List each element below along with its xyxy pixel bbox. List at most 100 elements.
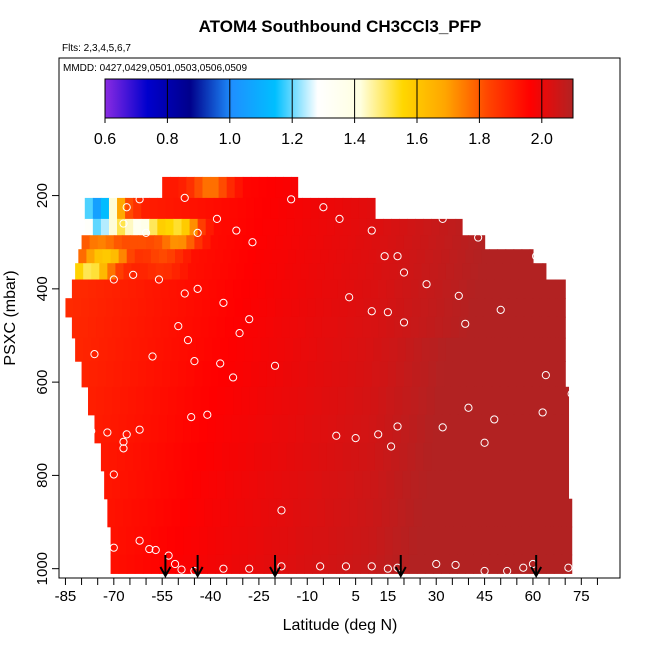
- profile-arrow: [159, 555, 172, 579]
- heatmap-cell: [413, 337, 423, 362]
- heatmap-cell: [239, 249, 249, 264]
- heatmap-cell: [266, 235, 276, 250]
- heatmap-cell: [144, 316, 154, 339]
- heatmap-cell: [442, 470, 452, 500]
- heatmap-cell: [104, 316, 113, 339]
- heatmap-cell: [150, 414, 160, 444]
- heatmap-cell: [489, 249, 499, 264]
- heatmap-cell: [471, 442, 481, 472]
- heatmap-cell: [71, 316, 81, 339]
- heatmap-cell: [460, 298, 470, 318]
- heatmap-cell: [252, 498, 262, 528]
- heatmap-cell: [344, 414, 353, 444]
- heatmap-cell: [521, 414, 531, 444]
- heatmap-cell: [402, 470, 412, 500]
- heatmap-cell: [226, 298, 236, 318]
- heatmap-cell: [407, 442, 416, 472]
- heatmap-cell: [167, 414, 176, 444]
- heatmap-cell: [511, 442, 521, 472]
- heatmap-cell: [481, 554, 491, 574]
- heatmap-cell: [171, 337, 181, 362]
- heatmap-cell: [258, 176, 268, 199]
- heatmap-cell: [378, 386, 387, 416]
- heatmap-cell: [453, 263, 463, 281]
- heatmap-cell: [405, 337, 415, 362]
- heatmap-cell: [350, 218, 360, 236]
- heatmap-cell: [266, 361, 276, 388]
- heatmap-cell: [465, 554, 474, 574]
- heatmap-cell: [305, 470, 315, 500]
- heatmap-cell: [476, 361, 486, 388]
- heatmap-cell: [429, 337, 439, 362]
- heatmap-cell: [99, 337, 108, 362]
- heatmap-cell: [284, 337, 294, 362]
- heatmap-cell: [363, 361, 373, 388]
- heatmap-cell: [450, 316, 460, 339]
- heatmap-cell: [283, 176, 292, 199]
- heatmap-cell: [450, 386, 460, 416]
- heatmap-cell: [315, 298, 324, 318]
- heatmap-cell: [333, 498, 342, 528]
- heatmap-cell: [297, 316, 307, 339]
- heatmap-cell: [228, 337, 237, 362]
- heatmap-cell: [318, 197, 328, 220]
- heatmap-cell: [71, 279, 81, 299]
- heatmap-cell: [373, 498, 383, 528]
- heatmap-cell: [155, 263, 165, 281]
- heatmap-cell: [120, 386, 129, 416]
- heatmap-cell: [510, 498, 520, 528]
- heatmap-cell: [531, 386, 540, 416]
- heatmap-cell: [142, 526, 152, 556]
- heatmap-cell: [142, 554, 152, 574]
- heatmap-cell: [412, 298, 421, 318]
- heatmap-cell: [482, 279, 492, 299]
- sample-point: [438, 214, 447, 223]
- heatmap-cell: [125, 197, 134, 220]
- heatmap-cell: [463, 442, 473, 472]
- heatmap-cell: [486, 263, 495, 281]
- heatmap-cell: [184, 386, 194, 416]
- sample-point: [490, 415, 499, 424]
- heatmap-cell: [191, 554, 200, 574]
- heatmap-cell: [376, 554, 386, 574]
- heatmap-cell: [197, 218, 207, 236]
- heatmap-cell: [139, 498, 149, 528]
- heatmap-cell: [449, 414, 458, 444]
- heatmap-cell: [473, 554, 482, 574]
- heatmap-cell: [362, 316, 371, 339]
- heatmap-cell: [125, 442, 134, 472]
- heatmap-cell: [136, 470, 146, 500]
- heatmap-cell: [558, 337, 566, 362]
- heatmap-cell: [529, 249, 534, 264]
- colorbar: 0.6 0.8 1.0 1.2 1.4 1.6 1.8 2.0: [94, 78, 574, 148]
- sample-point: [154, 275, 164, 284]
- heatmap-cell: [320, 526, 329, 556]
- heatmap-cell: [157, 197, 166, 220]
- sample-point: [245, 564, 254, 573]
- heatmap-cell: [523, 316, 532, 339]
- heatmap-cell: [146, 235, 155, 250]
- heatmap-cell: [549, 361, 558, 388]
- heatmap-cell: [283, 235, 292, 250]
- sample-points: [71, 193, 576, 576]
- heatmap-cell: [204, 498, 213, 528]
- heatmap-cell: [218, 298, 228, 318]
- heatmap-cell: [542, 498, 552, 528]
- heatmap-cell: [178, 361, 187, 388]
- heatmap-cell: [115, 263, 125, 281]
- heatmap-cell: [444, 235, 453, 250]
- heatmap-cell: [521, 249, 531, 264]
- heatmap-cell: [212, 498, 221, 528]
- heatmap-cell: [313, 386, 323, 416]
- heatmap-cell: [389, 498, 399, 528]
- heatmap-cell: [292, 337, 302, 362]
- heatmap-cell: [392, 526, 402, 556]
- heatmap-cell: [231, 554, 241, 574]
- heatmap-cell: [173, 442, 183, 472]
- heatmap-cell: [328, 249, 337, 264]
- heatmap-cell: [434, 279, 444, 299]
- heatmap-cell: [129, 235, 139, 250]
- profile-arrow: [269, 555, 281, 579]
- sample-point: [335, 214, 344, 223]
- sample-point: [499, 233, 509, 242]
